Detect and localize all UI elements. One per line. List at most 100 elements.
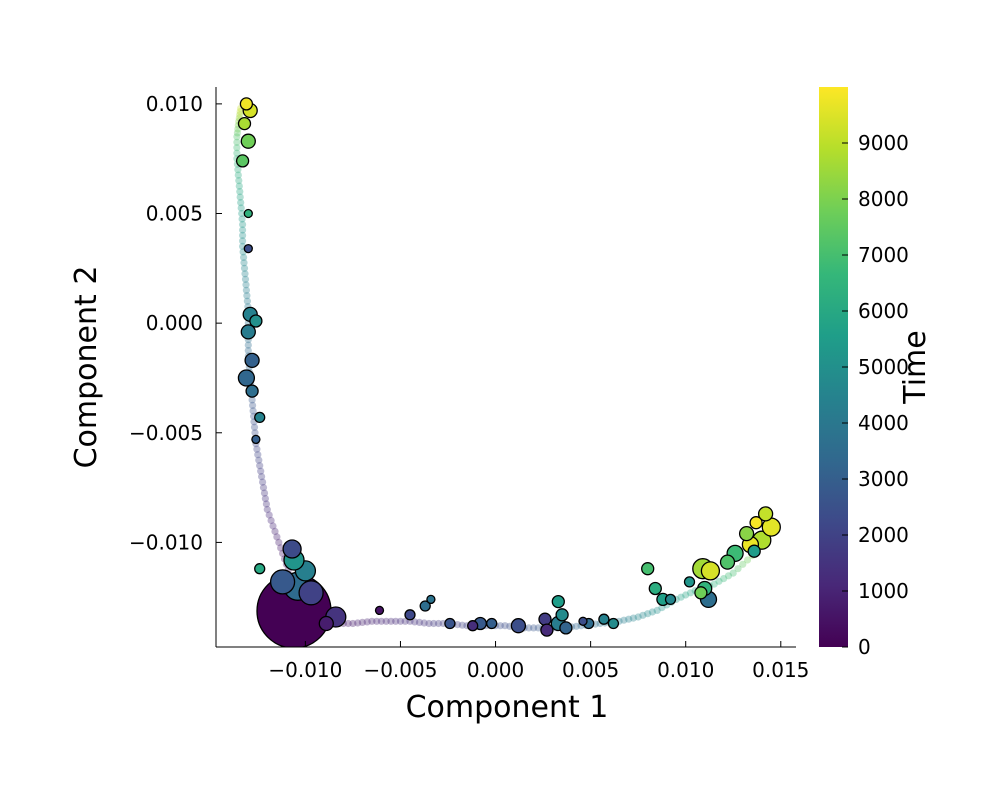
trajectory-point xyxy=(265,511,273,519)
trajectory-point xyxy=(251,429,259,437)
trajectory-point xyxy=(653,606,661,615)
trajectory-point xyxy=(682,591,690,599)
cluster-point xyxy=(757,506,774,522)
trajectory-point xyxy=(233,133,241,141)
trajectory-point xyxy=(639,611,647,619)
trajectory-point xyxy=(724,572,733,580)
trajectory-point xyxy=(242,286,250,294)
trajectory-point xyxy=(234,171,242,179)
trajectory-point xyxy=(275,538,283,547)
trajectory-point xyxy=(244,341,252,349)
cluster-point xyxy=(747,544,761,558)
cluster-point xyxy=(243,243,253,254)
cluster-point xyxy=(598,613,610,625)
cluster-point xyxy=(719,554,736,570)
y-tick-label: −0.010 xyxy=(129,530,203,554)
x-axis-ticks: −0.010 −0.005 0.000 0.005 0.010 0.015 xyxy=(268,641,809,682)
cluster-point xyxy=(254,563,266,575)
cluster-point xyxy=(249,314,263,328)
trajectory-point xyxy=(530,624,538,632)
y-tick-label: 0.000 xyxy=(146,311,203,335)
trajectory-point xyxy=(239,237,247,245)
trajectory-point xyxy=(239,231,247,239)
trajectory-point xyxy=(710,580,718,588)
trajectory-point xyxy=(240,259,248,267)
trajectory-point xyxy=(377,617,385,625)
trajectory-layer xyxy=(233,104,770,632)
trajectory-point xyxy=(255,456,263,464)
trajectory-point xyxy=(420,619,428,627)
trajectory-point xyxy=(271,527,279,536)
trajectory-point xyxy=(739,560,747,568)
trajectory-point xyxy=(257,467,265,475)
trajectory-point xyxy=(233,149,241,157)
y-axis-ticks: −0.010 −0.005 0.000 0.005 0.010 xyxy=(129,92,222,554)
trajectory-point xyxy=(236,188,244,196)
cluster-point xyxy=(738,525,755,542)
cluster-point xyxy=(269,569,296,595)
trajectory-point xyxy=(363,618,371,626)
trajectory-point xyxy=(239,220,247,229)
trajectory-point xyxy=(434,619,443,628)
trajectory-point xyxy=(458,621,466,629)
trajectory-point xyxy=(259,478,267,486)
cluster-point xyxy=(244,352,260,369)
cluster-point xyxy=(641,562,655,576)
trajectory-point xyxy=(260,489,269,497)
trajectory-point xyxy=(368,617,376,625)
cluster-point xyxy=(282,539,302,559)
colorbar-tick-label: 6000 xyxy=(858,299,909,323)
trajectory-point xyxy=(235,182,243,190)
trajectory-point xyxy=(258,473,266,481)
cluster-point xyxy=(607,617,620,630)
colorbar-tick-label: 3000 xyxy=(858,467,909,491)
trajectory-point xyxy=(238,209,246,218)
cluster-point xyxy=(251,434,261,445)
trajectory-point xyxy=(392,617,400,625)
cluster-point xyxy=(243,208,253,219)
trajectory-point xyxy=(234,166,242,174)
cluster-point xyxy=(486,617,498,630)
trajectory-point xyxy=(715,577,723,585)
trajectory-point xyxy=(256,462,264,470)
cluster-point xyxy=(240,133,256,149)
y-tick-label: 0.010 xyxy=(146,92,203,116)
trajectory-point xyxy=(620,616,628,624)
cluster-point xyxy=(551,594,565,609)
trajectory-point xyxy=(236,108,244,116)
x-tick-label: 0.010 xyxy=(657,658,714,682)
cluster-point xyxy=(664,593,677,606)
trajectory-point xyxy=(243,292,251,300)
trajectory-point xyxy=(629,614,638,622)
trajectory-point xyxy=(239,226,247,234)
y-axis-title: Component 2 xyxy=(69,266,104,469)
trajectory-point xyxy=(411,618,419,626)
trajectory-point xyxy=(534,624,542,632)
colorbar-tick-label: 7000 xyxy=(858,243,909,267)
trajectory-point xyxy=(233,138,241,146)
trajectory-point xyxy=(349,619,357,628)
trajectory-point xyxy=(686,589,695,597)
cluster-point xyxy=(419,600,431,612)
trajectory-point xyxy=(238,215,246,223)
trajectory-point xyxy=(743,556,752,564)
trajectory-point xyxy=(648,608,657,616)
trajectory-point xyxy=(237,199,245,207)
trajectory-point xyxy=(249,401,257,409)
trajectory-point xyxy=(233,129,241,137)
trajectory-point xyxy=(734,565,742,573)
trajectory-point xyxy=(259,484,268,492)
trajectory-point xyxy=(236,111,244,119)
trajectory-point xyxy=(625,615,633,623)
trajectory-point xyxy=(269,522,277,530)
trajectory-point xyxy=(241,275,250,283)
cluster-point xyxy=(559,621,573,635)
trajectory-point xyxy=(382,617,390,625)
trajectory-point xyxy=(396,617,405,625)
trajectory-point xyxy=(263,505,271,514)
cluster-point xyxy=(510,618,527,634)
trajectory-point xyxy=(358,618,366,627)
x-tick-label: 0.015 xyxy=(752,658,809,682)
trajectory-point xyxy=(387,617,395,625)
colorbar-title: Time xyxy=(898,330,933,404)
